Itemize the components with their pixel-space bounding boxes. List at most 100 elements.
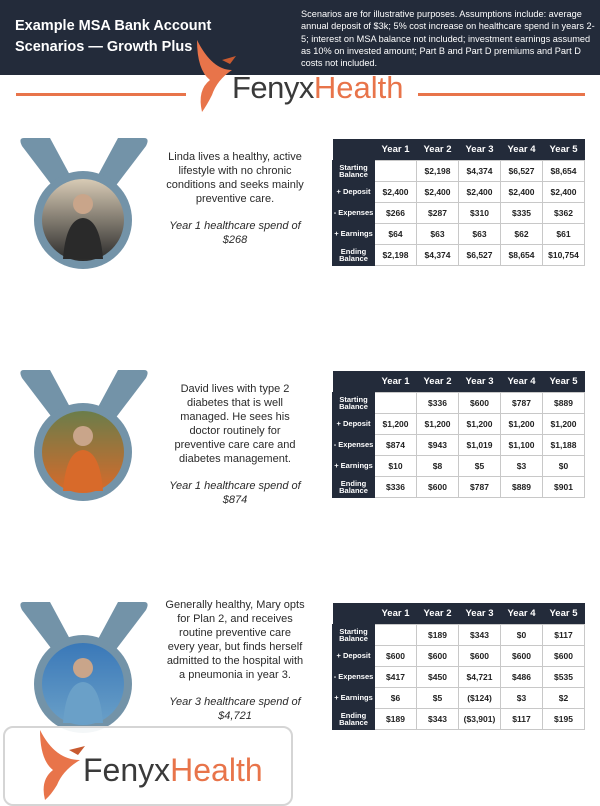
- table-cell: $8,654: [500, 243, 543, 266]
- table-cell: $189: [416, 623, 459, 646]
- column-header: Year 4: [500, 139, 543, 160]
- table-cell: $889: [542, 391, 585, 414]
- table-cell: $787: [458, 475, 501, 498]
- table-cell: $5: [416, 686, 459, 709]
- table-cell: $4,374: [458, 159, 501, 182]
- table-cell: $600: [416, 644, 459, 667]
- table-cell: $343: [416, 707, 459, 730]
- table-cell: $1,019: [458, 433, 501, 456]
- table-cell: $0: [542, 454, 585, 477]
- table-row: + Earnings $6 $5 ($124) $3 $2: [332, 686, 585, 709]
- table-header-row: Year 1 Year 2 Year 3 Year 4 Year 5: [332, 371, 585, 392]
- column-header: Year 5: [542, 603, 585, 624]
- table-cell: $8,654: [542, 159, 585, 182]
- table-header-row: Year 1 Year 2 Year 3 Year 4 Year 5: [332, 603, 585, 624]
- row-label: Ending Balance: [332, 707, 375, 730]
- table-cell: $64: [374, 222, 417, 245]
- table-cell: $195: [542, 707, 585, 730]
- table-cell: $189: [374, 707, 417, 730]
- table-row: + Deposit $1,200 $1,200 $1,200 $1,200 $1,200: [332, 412, 585, 435]
- table-row: Ending Balance $336 $600 $787 $889 $901: [332, 475, 585, 498]
- table-cell: $4,374: [416, 243, 459, 266]
- table-row: Ending Balance $2,198 $4,374 $6,527 $8,654 $1…: [332, 243, 585, 266]
- table-cell: $486: [500, 665, 543, 688]
- table-cell: $3: [500, 454, 543, 477]
- table-cell: $2,198: [416, 159, 459, 182]
- table-cell: [374, 391, 417, 414]
- table-cell: [374, 159, 417, 182]
- table-cell: $8: [416, 454, 459, 477]
- row-label: Starting Balance: [332, 623, 375, 646]
- table-cell: $600: [416, 475, 459, 498]
- assumptions-note: Scenarios are for illustrative purposes.…: [301, 9, 595, 69]
- table-row: Starting Balance $2,198 $4,374 $6,527 $8,654: [332, 159, 585, 182]
- column-header: Year 3: [458, 371, 501, 392]
- table-cell: $535: [542, 665, 585, 688]
- row-label: Starting Balance: [332, 159, 375, 182]
- table-cell: $10: [374, 454, 417, 477]
- column-header: Year 2: [416, 371, 459, 392]
- row-label: + Deposit: [332, 180, 375, 203]
- table-cell: $63: [416, 222, 459, 245]
- table-cell: $1,200: [416, 412, 459, 435]
- table-cell: $1,200: [458, 412, 501, 435]
- table-row: Starting Balance $189 $343 $0 $117: [332, 623, 585, 646]
- scenario-story: Linda lives a healthy, active lifestyle …: [166, 151, 304, 205]
- table-row: - Expenses $417 $450 $4,721 $486 $535: [332, 665, 585, 688]
- table-cell: $336: [416, 391, 459, 414]
- row-label: + Deposit: [332, 412, 375, 435]
- column-header: Year 4: [500, 603, 543, 624]
- table-cell: $901: [542, 475, 585, 498]
- column-header: Year 3: [458, 139, 501, 160]
- table-row: + Earnings $64 $63 $63 $62 $61: [332, 222, 585, 245]
- table-cell: $2,400: [416, 180, 459, 203]
- table-cell: $4,721: [458, 665, 501, 688]
- column-header: Year 4: [500, 371, 543, 392]
- table-cell: ($3,901): [458, 707, 501, 730]
- table-cell: $2,400: [500, 180, 543, 203]
- table-cell: $600: [500, 644, 543, 667]
- table-cell: $1,200: [374, 412, 417, 435]
- table-cell: $1,200: [500, 412, 543, 435]
- table-cell: $117: [500, 707, 543, 730]
- scenario-spend: Year 1 healthcare spend of $874: [169, 480, 301, 506]
- table-cell: $117: [542, 623, 585, 646]
- fenyx-logo-bottom: FenyxHealth: [3, 726, 293, 806]
- table-cell: $417: [374, 665, 417, 688]
- table-cell: $2: [542, 686, 585, 709]
- table-row: + Deposit $600 $600 $600 $600 $600: [332, 644, 585, 667]
- table-cell: [374, 623, 417, 646]
- table-cell: $1,100: [500, 433, 543, 456]
- table-row: - Expenses $266 $287 $310 $335 $362: [332, 201, 585, 224]
- table-cell: $450: [416, 665, 459, 688]
- phoenix-icon: [197, 40, 236, 112]
- table-cell: $600: [458, 644, 501, 667]
- table-cell: $5: [458, 454, 501, 477]
- row-label: Ending Balance: [332, 243, 375, 266]
- column-header: Year 5: [542, 139, 585, 160]
- table-cell: $6: [374, 686, 417, 709]
- table-cell: $6,527: [500, 159, 543, 182]
- table-cell: $310: [458, 201, 501, 224]
- table-cell: $2,400: [542, 180, 585, 203]
- medal-photo: [20, 370, 148, 501]
- scenario-story: David lives with type 2 diabetes that is…: [174, 383, 296, 465]
- medal-photo: [20, 602, 148, 733]
- table-row: - Expenses $874 $943 $1,019 $1,100 $1,188: [332, 433, 585, 456]
- column-header: Year 5: [542, 371, 585, 392]
- table-cell: $2,400: [374, 180, 417, 203]
- table-row: + Earnings $10 $8 $5 $3 $0: [332, 454, 585, 477]
- row-label: + Earnings: [332, 222, 375, 245]
- table-row: Starting Balance $336 $600 $787 $889: [332, 391, 585, 414]
- table-cell: $600: [374, 644, 417, 667]
- column-header: Year 3: [458, 603, 501, 624]
- header-banner: Example MSA Bank Account Scenarios — Gro…: [0, 0, 600, 75]
- row-label: Ending Balance: [332, 475, 375, 498]
- table-cell: $889: [500, 475, 543, 498]
- row-label: + Earnings: [332, 686, 375, 709]
- scenario-table: Year 1 Year 2 Year 3 Year 4 Year 5 Starting B…: [332, 139, 585, 266]
- scenario-spend: Year 1 healthcare spend of $268: [169, 220, 301, 246]
- scenario-table: Year 1 Year 2 Year 3 Year 4 Year 5 Starting B…: [332, 371, 585, 498]
- medal-photo: [20, 138, 148, 269]
- table-cell: $61: [542, 222, 585, 245]
